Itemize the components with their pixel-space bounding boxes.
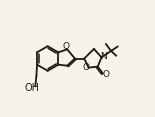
Text: N: N bbox=[100, 52, 107, 61]
Text: O: O bbox=[62, 42, 69, 51]
Text: O: O bbox=[82, 63, 89, 71]
Text: OH: OH bbox=[24, 83, 40, 93]
Text: O: O bbox=[102, 70, 109, 79]
